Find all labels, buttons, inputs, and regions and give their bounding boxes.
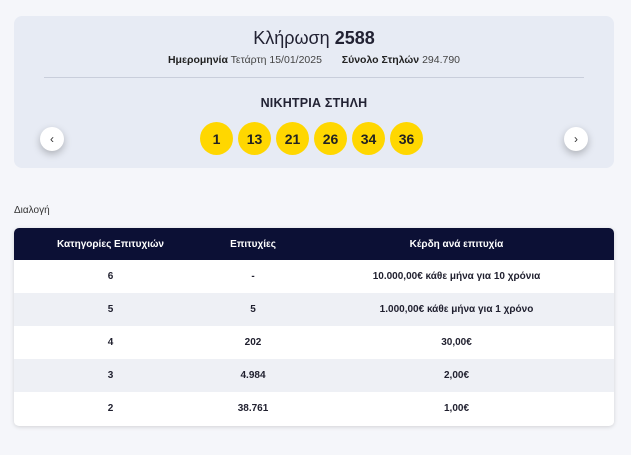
column-header-winners: Επιτυχίες [230, 238, 276, 250]
divider [44, 77, 584, 78]
draw-meta: Ημερομηνία Τετάρτη 15/01/2025 Σύνολο Στη… [14, 54, 614, 66]
category-cell: 5 [107, 304, 114, 315]
category-cell: 3 [107, 370, 114, 381]
category-cell: 4 [107, 337, 114, 348]
select-label: Διαλογή [14, 205, 50, 216]
draw-title-prefix: Κλήρωση [253, 28, 330, 48]
table-row: 6 - 10.000,00€ κάθε μήνα για 10 χρόνια [14, 260, 614, 293]
columns-label: Σύνολο Στηλών [341, 54, 420, 66]
number-ball: 34 [352, 122, 385, 155]
prize-cell: 1.000,00€ κάθε μήνα για 1 χρόνο [379, 304, 534, 315]
number-ball: 21 [276, 122, 309, 155]
category-cell: 6 [107, 271, 114, 282]
date-label: Ημερομηνία [167, 54, 228, 66]
table-header-row: Κατηγορίες Επιτυχιών Επιτυχίες Κέρδη ανά… [14, 228, 614, 260]
winnings-table: Κατηγορίες Επιτυχιών Επιτυχίες Κέρδη ανά… [14, 228, 614, 426]
next-draw-button[interactable]: › [564, 127, 588, 151]
table-row: 3 4.984 2,00€ [14, 359, 614, 392]
table-row: 4 202 30,00€ [14, 326, 614, 359]
winners-cell: 5 [250, 304, 256, 315]
winners-cell: 202 [244, 337, 262, 348]
chevron-right-icon: › [574, 132, 578, 146]
column-header-categories: Κατηγορίες Επιτυχιών [56, 238, 164, 250]
number-ball: 36 [390, 122, 423, 155]
number-ball: 13 [238, 122, 271, 155]
prize-cell: 2,00€ [443, 370, 470, 381]
number-ball: 26 [314, 122, 347, 155]
prize-cell: 1,00€ [443, 403, 470, 414]
table-row: 2 38.761 1,00€ [14, 392, 614, 425]
winners-cell: 38.761 [237, 403, 269, 414]
number-ball: 1 [200, 122, 233, 155]
winning-numbers: 1 13 21 26 34 36 [200, 122, 423, 156]
winners-cell: 4.984 [240, 370, 266, 381]
previous-draw-button[interactable]: ‹ [40, 127, 64, 151]
chevron-left-icon: ‹ [50, 132, 54, 146]
prize-cell: 30,00€ [441, 337, 472, 348]
draw-card: Κλήρωση 2588 Ημερομηνία Τετάρτη 15/01/20… [14, 16, 614, 168]
category-cell: 2 [107, 403, 114, 414]
table-row: 5 5 1.000,00€ κάθε μήνα για 1 χρόνο [14, 293, 614, 326]
winning-column-label: ΝΙΚΗΤΡΙΑ ΣΤΗΛΗ [260, 96, 368, 110]
date-value: Τετάρτη 15/01/2025 [230, 54, 322, 66]
draw-number: 2588 [334, 28, 375, 48]
winners-cell: - [251, 271, 255, 282]
prize-cell: 10.000,00€ κάθε μήνα για 10 χρόνια [372, 271, 541, 282]
columns-value: 294.790 [422, 54, 461, 66]
column-header-prize: Κέρδη ανά επιτυχία [409, 238, 504, 250]
draw-title: Κλήρωση 2588 [14, 28, 614, 49]
